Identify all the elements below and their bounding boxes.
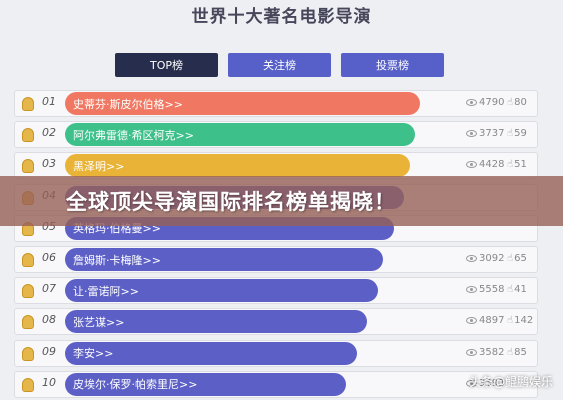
ranking-row[interactable]: 10 皮埃尔·保罗·帕索里尼>> 3593 [0, 369, 563, 400]
medal-icon [22, 315, 34, 330]
view-count-value: 3092 [479, 253, 505, 264]
eye-icon [466, 348, 477, 356]
view-count: 4428 [466, 159, 504, 170]
view-count: 3593 [466, 378, 504, 389]
ranking-row[interactable]: 09 李安>> 3582 ☝ 85 [0, 338, 563, 369]
ranking-row[interactable]: 07 让·雷诺阿>> 5558 ☝ 41 [0, 275, 563, 306]
view-count-value: 4428 [479, 159, 505, 171]
eye-icon [466, 286, 477, 294]
tab-follow[interactable]: 关注榜 [228, 53, 331, 77]
director-bar[interactable]: 张艺谋>> [65, 310, 367, 334]
like-button[interactable]: ☝ 142 [507, 315, 533, 326]
view-count: 5558 [466, 284, 504, 295]
medal-icon [22, 377, 34, 392]
view-count-value: 5558 [479, 284, 505, 296]
view-count-value: 4897 [479, 315, 505, 327]
eye-icon [466, 130, 477, 138]
rank-number: 09 [42, 344, 56, 358]
view-count: 3092 [466, 253, 504, 264]
rank-number: 01 [42, 95, 56, 108]
headline-banner: 全球顶尖导演国际排名榜单揭晓！ [0, 176, 563, 226]
like-count-value: 41 [514, 284, 527, 296]
medal-icon [22, 128, 34, 143]
rank-number: 10 [42, 375, 56, 389]
thumbs-up-icon: ☝ [507, 284, 514, 296]
rank-number: 02 [42, 126, 56, 140]
eye-icon [466, 161, 477, 169]
thumbs-up-icon: ☝ [507, 159, 514, 171]
thumbs-up-icon: ☝ [507, 128, 514, 140]
ranking-row[interactable]: 01 史蒂芬·斯皮尔伯格>> 4790 ☝ 80 [0, 88, 563, 119]
director-bar[interactable]: 史蒂芬·斯皮尔伯格>> [65, 92, 420, 115]
page-title: 世界十大著名电影导演 [191, 7, 372, 27]
view-count-value: 3737 [479, 128, 505, 140]
thumbs-up-icon: ☝ [507, 97, 514, 108]
ranking-row[interactable]: 02 阿尔弗雷德·希区柯克>> 3737 ☝ 59 [0, 119, 563, 150]
medal-icon [22, 159, 34, 174]
eye-icon [466, 255, 477, 262]
eye-icon [466, 379, 477, 387]
like-button[interactable]: ☝ 85 [507, 347, 527, 358]
tab-vote[interactable]: 投票榜 [341, 53, 444, 77]
medal-icon [22, 346, 34, 361]
watermark: 头条@鲲鹏娱乐 [468, 375, 553, 389]
director-bar[interactable]: 皮埃尔·保罗·帕索里尼>> [65, 372, 346, 396]
rank-number: 08 [42, 313, 56, 327]
thumbs-up-icon: ☝ [507, 315, 514, 327]
ranking-row[interactable]: 06 詹姆斯·卡梅隆>> 3092 ☝ 65 [0, 244, 563, 275]
rank-number: 03 [42, 157, 56, 171]
like-count-value: 142 [514, 315, 534, 327]
eye-icon [466, 99, 477, 106]
like-button[interactable]: ☝ 80 [507, 97, 527, 108]
like-count-value: 59 [514, 128, 527, 140]
director-bar[interactable]: 让·雷诺阿>> [65, 279, 378, 303]
tab-top[interactable]: TOP榜 [115, 53, 218, 77]
medal-icon [22, 284, 34, 299]
like-button[interactable]: ☝ 59 [507, 128, 527, 139]
eye-icon [466, 317, 477, 325]
medal-icon [22, 253, 34, 267]
thumbs-up-icon: ☝ [507, 346, 514, 358]
like-button[interactable]: ☝ 51 [507, 159, 527, 170]
like-count-value: 85 [514, 346, 527, 358]
view-count: 4790 [466, 97, 504, 108]
view-count-value: 3593 [479, 377, 505, 389]
like-count-value: 51 [514, 159, 527, 171]
medal-icon [22, 97, 34, 111]
banner-text: 全球顶尖导演国际排名榜单揭晓！ [66, 190, 396, 214]
tab-bar: TOP榜 关注榜 投票榜 [0, 53, 563, 77]
rank-number: 06 [42, 251, 56, 264]
director-bar[interactable]: 李安>> [65, 341, 357, 365]
like-button[interactable]: ☝ 65 [507, 253, 527, 264]
view-count: 3582 [466, 347, 504, 358]
like-button[interactable]: ☝ 41 [507, 284, 527, 295]
view-count: 3737 [466, 128, 504, 139]
rank-number: 07 [42, 282, 56, 296]
director-bar[interactable]: 黑泽明>> [65, 154, 410, 178]
ranking-row[interactable]: 08 张艺谋>> 4897 ☝ 142 [0, 306, 563, 337]
view-count: 4897 [466, 315, 504, 326]
director-bar[interactable]: 阿尔弗雷德·希区柯克>> [65, 123, 415, 147]
thumbs-up-icon: ☝ [507, 253, 514, 264]
like-count-value: 80 [514, 97, 527, 108]
view-count-value: 4790 [479, 97, 505, 108]
ranking-list: 01 史蒂芬·斯皮尔伯格>> 4790 ☝ 80 02 阿尔弗雷德·希区柯克>> 3737 ☝ 5… [0, 88, 563, 400]
like-count-value: 65 [514, 253, 527, 264]
view-count-value: 3582 [479, 346, 505, 358]
director-bar[interactable]: 詹姆斯·卡梅隆>> [65, 248, 383, 271]
